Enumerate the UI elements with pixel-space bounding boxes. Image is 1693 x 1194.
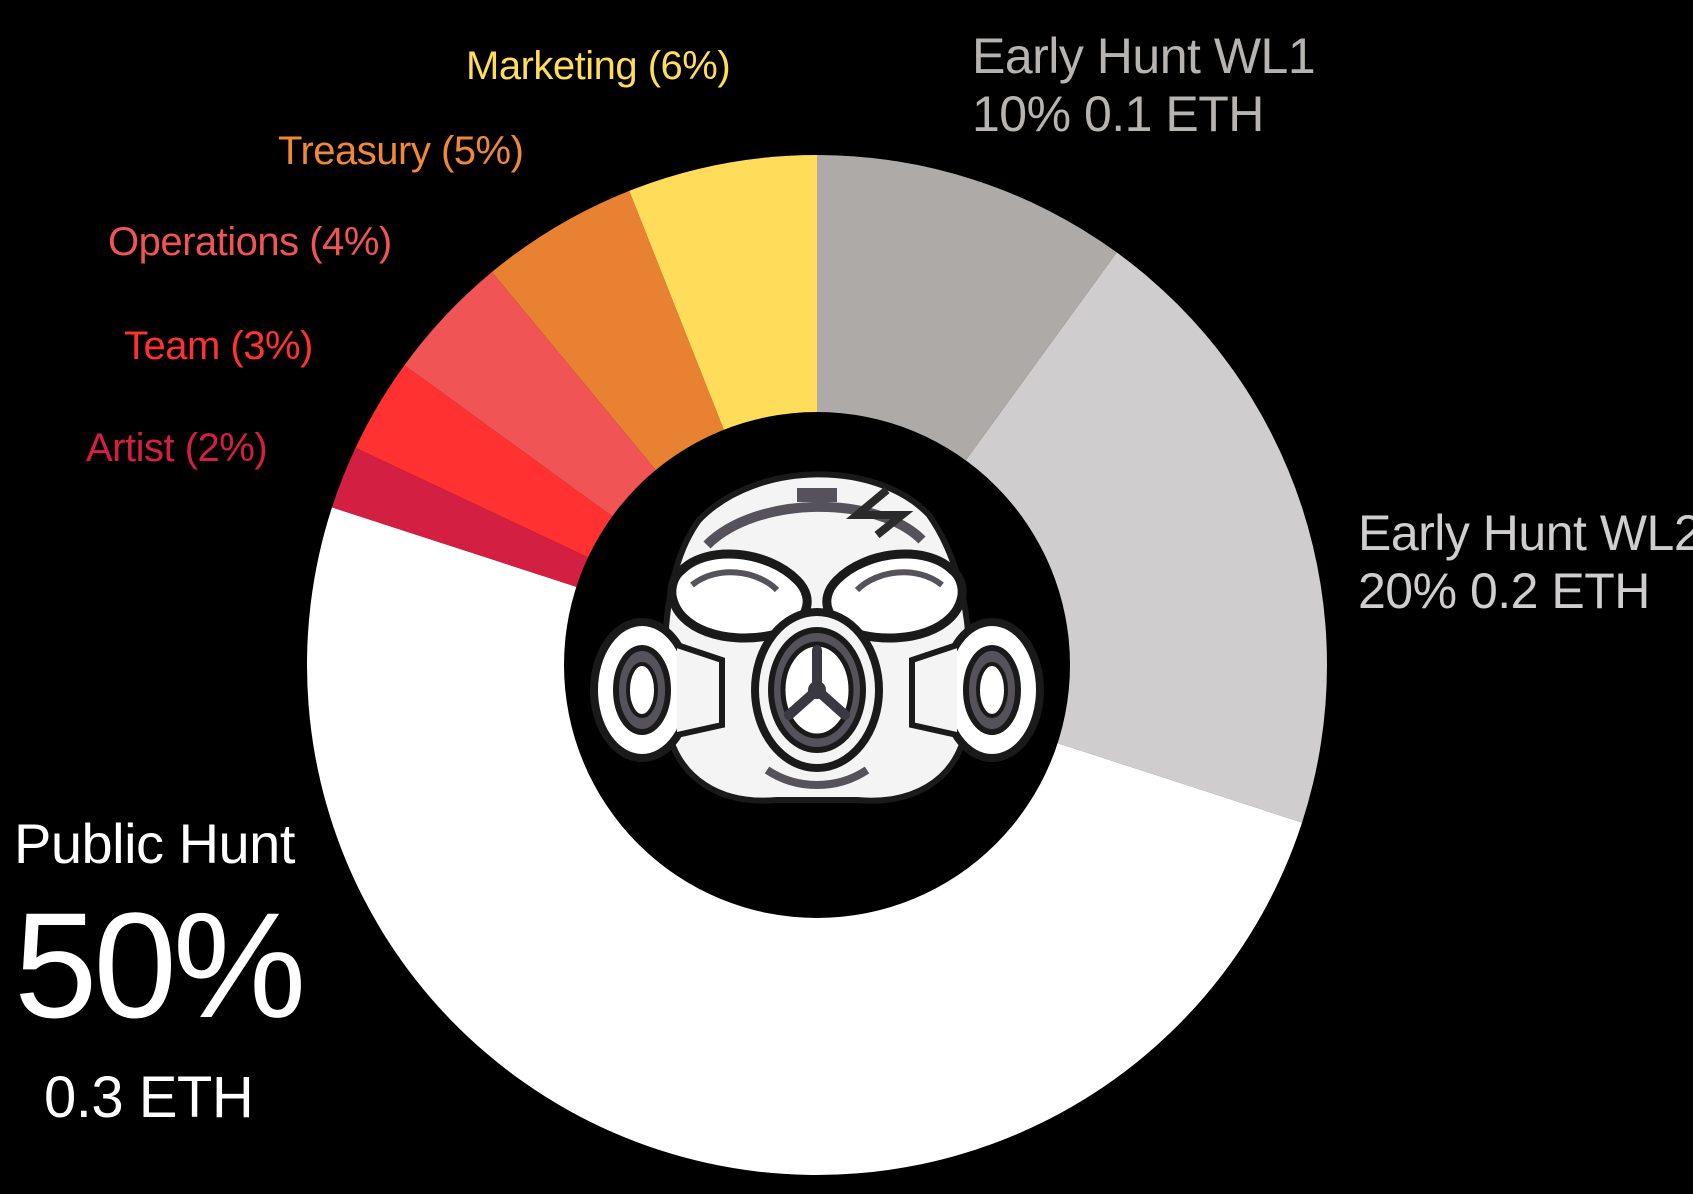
- label-team: Team (3%): [124, 324, 313, 368]
- left-filter-icon: [590, 618, 725, 762]
- gas-mask-icon: [590, 471, 1044, 804]
- label-early-hunt-wl2-detail: 20% 0.2 ETH: [1358, 562, 1650, 619]
- label-early-hunt-wl2: Early Hunt WL2 20% 0.2 ETH: [1358, 505, 1693, 620]
- right-filter-icon: [909, 618, 1044, 762]
- label-public-hunt-percent: 50%: [14, 881, 306, 1049]
- center-filter-icon: [751, 608, 883, 772]
- label-early-hunt-wl2-name: Early Hunt WL2: [1358, 505, 1693, 561]
- label-public-hunt: Public Hunt: [14, 812, 295, 876]
- label-operations: Operations (4%): [108, 220, 392, 264]
- label-marketing: Marketing (6%): [466, 44, 731, 88]
- label-early-hunt-wl1: Early Hunt WL1 10% 0.1 ETH: [972, 28, 1316, 143]
- label-public-hunt-price: 0.3 ETH: [44, 1065, 254, 1130]
- label-early-hunt-wl1-detail: 10% 0.1 ETH: [972, 85, 1264, 142]
- label-public-hunt-name: Public Hunt: [14, 812, 295, 875]
- label-treasury: Treasury (5%): [278, 129, 524, 173]
- label-early-hunt-wl1-name: Early Hunt WL1: [972, 28, 1316, 84]
- label-artist: Artist (2%): [86, 426, 268, 470]
